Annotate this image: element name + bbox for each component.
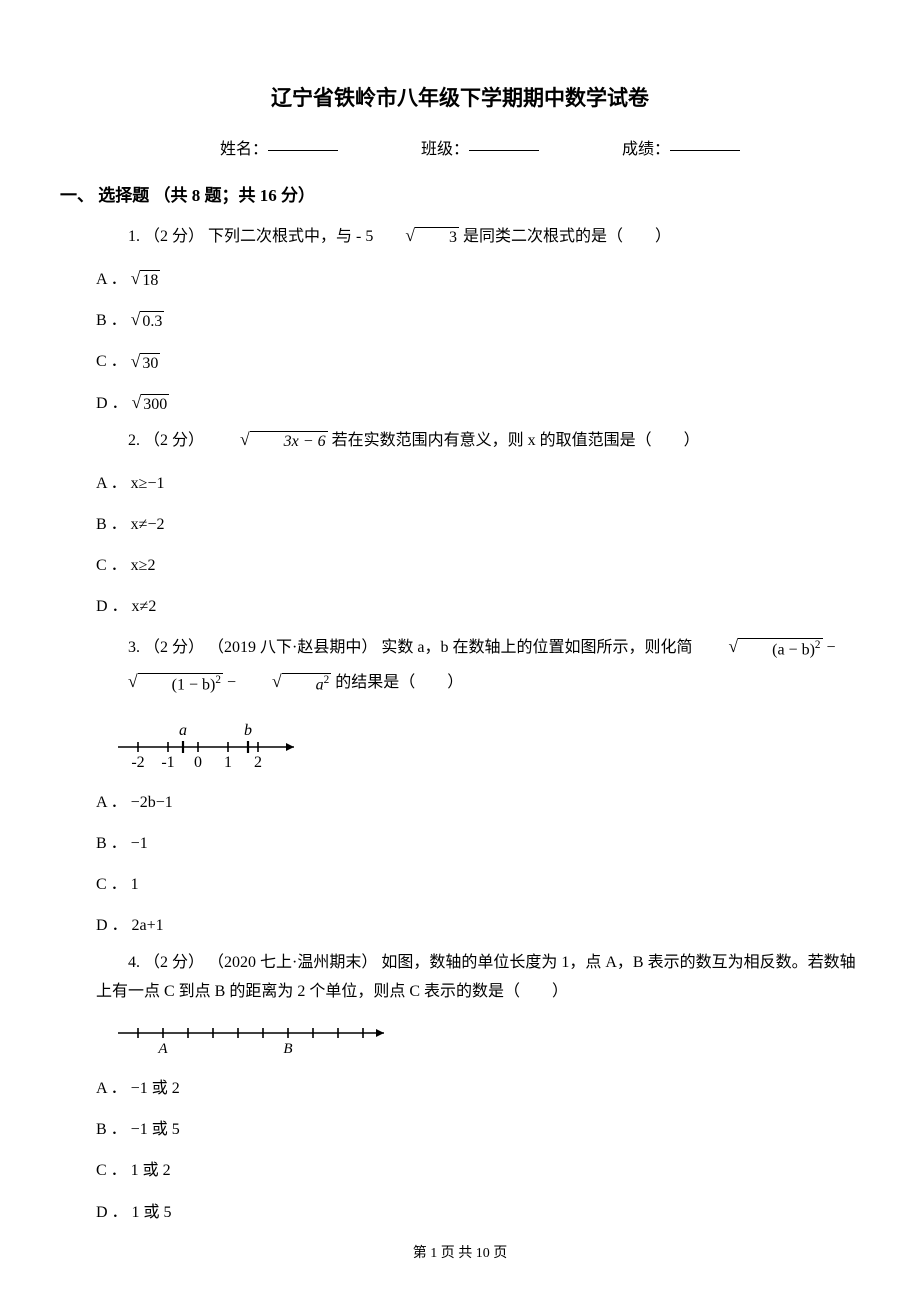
score-field: 成绩： (622, 136, 740, 165)
q3-text2: 的结果是（ ） (335, 674, 463, 691)
q1-optB-label: B ． (96, 312, 127, 329)
svg-text:a: a (179, 722, 187, 739)
svg-text:A: A (157, 1041, 168, 1057)
name-label: 姓名： (220, 141, 268, 158)
svg-text:2: 2 (254, 754, 262, 771)
svg-text:B: B (283, 1041, 292, 1057)
q3-num: 3. (128, 639, 140, 656)
class-blank[interactable] (469, 150, 539, 151)
q1-optD-rad: 300 (141, 394, 169, 414)
q1-coef: - 5 (356, 228, 373, 245)
q1-option-a: A ． √18 (60, 262, 860, 297)
student-info-row: 姓名： 班级： 成绩： (60, 136, 860, 165)
page-title: 辽宁省铁岭市八年级下学期期中数学试卷 (60, 80, 860, 118)
q1-optD-expr: √300 (132, 394, 170, 414)
q2-expr: √3x − 6 (208, 431, 328, 451)
q4-option-b: B ． −1 或 5 (60, 1112, 860, 1147)
q1-optA-label: A ． (96, 271, 127, 288)
question-3: 3. （2 分） （2019 八下·赵县期中） 实数 a，b 在数轴上的位置如图… (60, 630, 860, 700)
q2-text: 若在实数范围内有意义，则 x 的取值范围是（ ） (332, 432, 700, 449)
q2-option-d: D ． x≠2 (60, 589, 860, 624)
q4-points: （2 分） (144, 954, 204, 971)
q2-num: 2. (128, 432, 140, 449)
q3-sup1: 2 (815, 639, 821, 651)
q3-option-a: A ． −2b−1 (60, 785, 860, 820)
question-2: 2. （2 分） √3x − 6 若在实数范围内有意义，则 x 的取值范围是（ … (60, 427, 860, 456)
score-blank[interactable] (670, 150, 740, 151)
q3-option-d: D ． 2a+1 (60, 908, 860, 943)
q3-source: （2019 八下·赵县期中） (208, 639, 377, 656)
q3-sup2: 2 (215, 674, 221, 686)
class-field: 班级： (421, 136, 539, 165)
score-label: 成绩： (622, 141, 670, 158)
q3-rad3-base: a (316, 676, 324, 693)
q1-optC-label: C ． (96, 353, 127, 370)
q1-option-b: B ． √0.3 (60, 303, 860, 338)
page-footer: 第 1 页 共 10 页 (0, 1241, 920, 1266)
q1-optC-rad: 30 (140, 353, 160, 373)
svg-text:1: 1 (224, 754, 232, 771)
q3-rad2-base: (1 − b) (172, 676, 216, 693)
svg-text:0: 0 (194, 754, 202, 771)
q1-num: 1. (128, 228, 140, 245)
q4-number-line: A B (60, 1017, 860, 1059)
section-heading: 一、 选择题 （共 8 题；共 16 分） (60, 181, 860, 212)
class-label: 班级： (421, 141, 469, 158)
q3-text1: 实数 a，b 在数轴上的位置如图所示，则化简 (381, 639, 696, 656)
q1-option-c: C ． √30 (60, 344, 860, 379)
q3-option-c: C ． 1 (60, 867, 860, 902)
q1-points: （2 分） (144, 228, 204, 245)
q4-num: 4. (128, 954, 140, 971)
q2-rad: 3x − 6 (250, 431, 328, 451)
q2-option-c: C ． x≥2 (60, 548, 860, 583)
q1-text1: 下列二次根式中，与 (208, 228, 352, 245)
q1-optA-rad: 18 (140, 270, 160, 290)
svg-text:b: b (244, 722, 252, 739)
question-4: 4. （2 分） （2020 七上·温州期末） 如图，数轴的单位长度为 1，点 … (60, 949, 860, 1007)
q1-optA-expr: √18 (131, 270, 161, 290)
q3-rad1-base: (a − b) (772, 641, 815, 658)
q3-minus2: − (223, 674, 240, 691)
q3-points: （2 分） (144, 639, 204, 656)
q1-text2: 是同类二次根式的是（ ） (463, 228, 671, 245)
q3-sup3: 2 (324, 674, 330, 686)
q4-source: （2020 七上·温州期末） (208, 954, 377, 971)
name-field: 姓名： (220, 136, 338, 165)
question-1: 1. （2 分） 下列二次根式中，与 - 5√3 是同类二次根式的是（ ） (60, 223, 860, 252)
q4-option-c: C ． 1 或 2 (60, 1153, 860, 1188)
q4-option-a: A ． −1 或 2 (60, 1071, 860, 1106)
name-blank[interactable] (268, 150, 338, 151)
q3-minus1: − (823, 639, 836, 656)
svg-text:-2: -2 (131, 754, 144, 771)
q4-option-d: D ． 1 或 5 (60, 1195, 860, 1230)
q1-optB-expr: √0.3 (131, 311, 165, 331)
q1-optB-rad: 0.3 (140, 311, 164, 331)
q1-expression: - 5√3 (356, 228, 459, 245)
q1-optD-label: D ． (96, 395, 128, 412)
q3-number-line: -2 -1 0 1 2 a b (60, 711, 860, 773)
q1-rad: 3 (415, 227, 459, 247)
q2-option-b: B ． x≠−2 (60, 507, 860, 542)
q1-option-d: D ． √300 (60, 386, 860, 421)
svg-text:-1: -1 (161, 754, 174, 771)
q3-option-b: B ． −1 (60, 826, 860, 861)
q1-optC-expr: √30 (131, 353, 161, 373)
q2-points: （2 分） (144, 432, 204, 449)
q2-option-a: A ． x≥−1 (60, 466, 860, 501)
